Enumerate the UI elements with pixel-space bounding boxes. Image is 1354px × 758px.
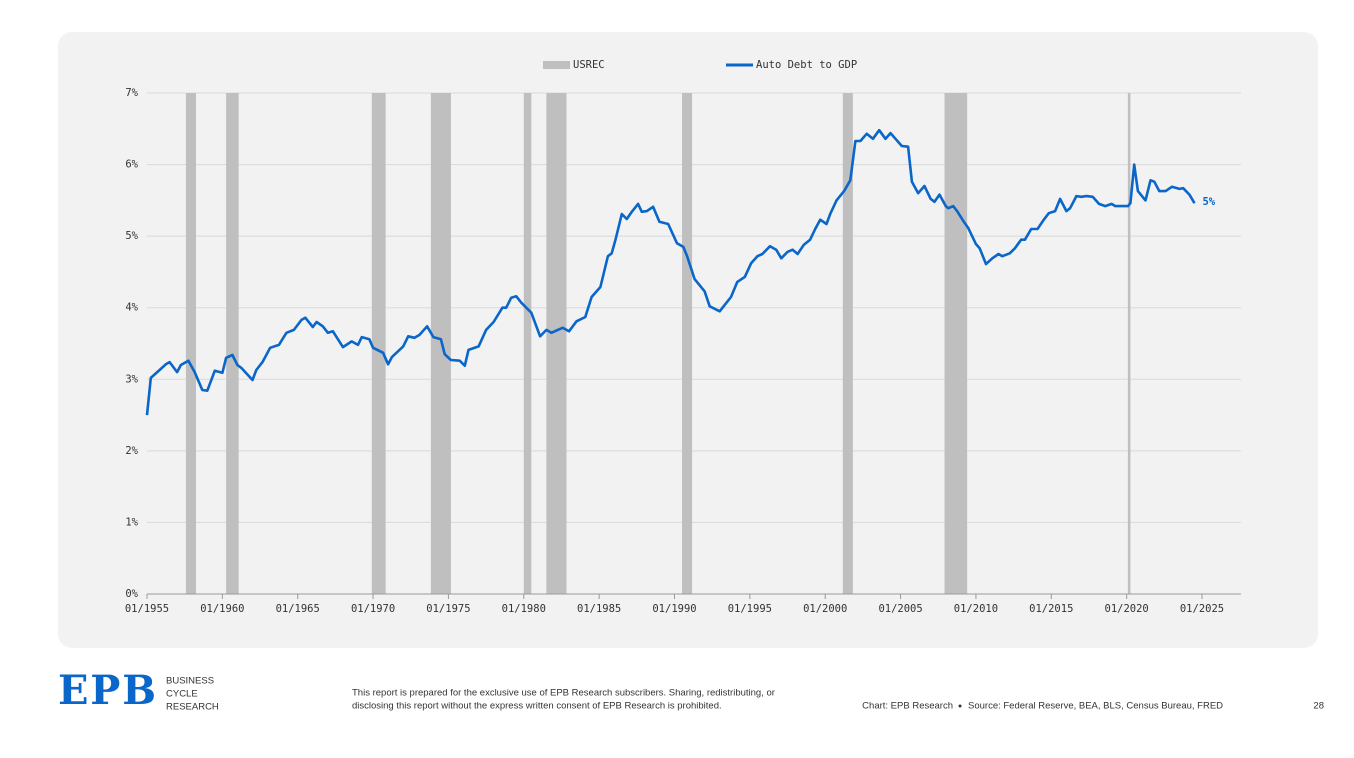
y-tick-label: 6%	[125, 159, 138, 171]
disclaimer: disclosing this report without the expre…	[352, 701, 722, 712]
x-tick-label: 01/1995	[728, 603, 772, 615]
page-number: 28	[1313, 701, 1324, 712]
source: Source: Federal Reserve, BEA, BLS, Censu…	[968, 701, 1223, 712]
separator	[958, 704, 962, 708]
recession-band	[1127, 93, 1131, 594]
x-tick-label: 01/1980	[502, 603, 546, 615]
y-tick-label: 0%	[125, 588, 138, 600]
x-tick-label: 01/1965	[276, 603, 320, 615]
recession-band	[682, 93, 693, 594]
disclaimer: This report is prepared for the exclusiv…	[352, 688, 775, 699]
x-tick-label: 01/1960	[200, 603, 244, 615]
y-tick-label: 7%	[125, 87, 138, 99]
recession-band	[546, 93, 567, 594]
x-tick-label: 01/2005	[878, 603, 922, 615]
legend-label: USREC	[573, 59, 605, 71]
x-tick-label: 01/2010	[954, 603, 998, 615]
x-tick-label: 01/1955	[125, 603, 169, 615]
legend-label: Auto Debt to GDP	[756, 59, 857, 71]
plot: 0% 1% 2% 3% 4% 5% 6% 7% 01/1955 01/1960 01/1965 01/…	[125, 59, 1241, 615]
y-tick-label: 1%	[125, 516, 138, 528]
y-tick-label: 4%	[125, 302, 138, 314]
tagline: BUSINESS	[166, 676, 214, 687]
recession-band	[523, 93, 532, 594]
x-tick-label: 01/2015	[1029, 603, 1073, 615]
y-tick-label: 3%	[125, 373, 138, 385]
legend-swatch	[543, 61, 570, 69]
tagline: CYCLE	[166, 689, 198, 700]
footer: EPB BUSINESS CYCLE RESEARCH This report …	[58, 667, 1324, 714]
recession-band	[944, 93, 968, 594]
logo: EPB	[58, 667, 156, 714]
x-tick-label: 01/2025	[1180, 603, 1224, 615]
end-label: 5%	[1202, 196, 1215, 208]
line-series	[145, 128, 1196, 416]
x-tick-label: 01/1990	[652, 603, 696, 615]
x-tick-label: 01/1985	[577, 603, 621, 615]
recession-band	[371, 93, 386, 594]
x-tick-label: 01/1975	[426, 603, 470, 615]
credit: Chart: EPB Research	[862, 701, 953, 712]
recession-band	[842, 93, 853, 594]
x-tick-label: 01/1970	[351, 603, 395, 615]
y-tick-label: 2%	[125, 445, 138, 457]
x-tick-label: 01/2020	[1105, 603, 1149, 615]
recession-band	[185, 93, 196, 594]
tagline: RESEARCH	[166, 702, 219, 713]
y-tick-label: 5%	[125, 230, 138, 242]
recession-band	[226, 93, 239, 594]
x-tick-label: 01/2000	[803, 603, 847, 615]
